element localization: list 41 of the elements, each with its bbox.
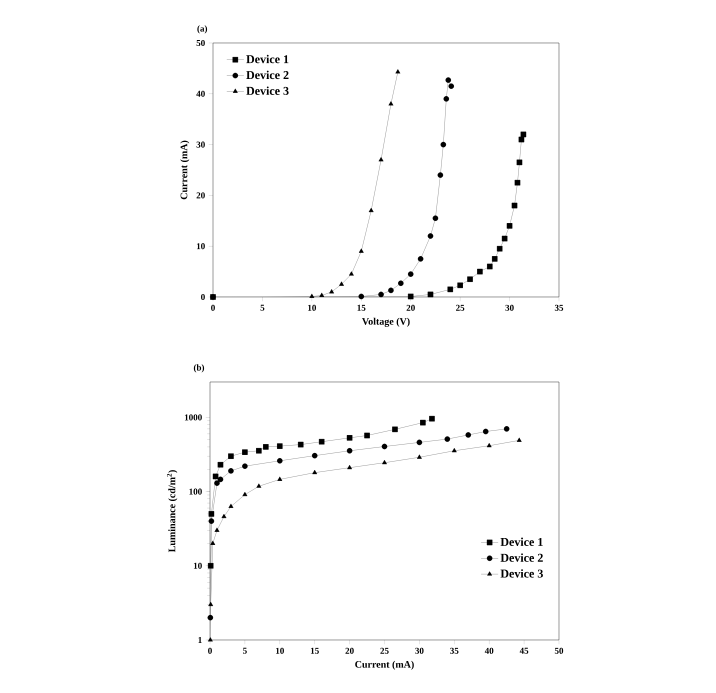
y-axis-title: Luminance (cd/m$^{2}$) bbox=[166, 470, 178, 552]
y-tick-label: 50 bbox=[196, 40, 205, 46]
x-tick-label: 10 bbox=[308, 304, 316, 311]
chart-title: (b) bbox=[194, 364, 204, 372]
y-tick-label: 0 bbox=[201, 294, 205, 300]
legend-label: Device 2 bbox=[246, 70, 289, 80]
legend-label: Device 1 bbox=[246, 54, 288, 64]
legend-label: Device 1 bbox=[500, 538, 543, 546]
x-tick-label: 10 bbox=[276, 648, 284, 654]
y-tick-label: 30 bbox=[196, 142, 205, 148]
x-tick-label: 20 bbox=[406, 304, 415, 311]
x-axis-title: Current (mA) bbox=[355, 660, 414, 670]
y-tick-label: 40 bbox=[196, 90, 205, 97]
x-tick-label: 30 bbox=[415, 648, 424, 654]
y-axis-title: Current (mA) bbox=[180, 140, 190, 200]
x-tick-label: 15 bbox=[358, 304, 366, 311]
y-tick-label: 10 bbox=[194, 562, 202, 569]
x-tick-label: 30 bbox=[505, 304, 514, 311]
x-tick-label: 40 bbox=[484, 648, 494, 654]
x-axis-title: Voltage (V) bbox=[362, 318, 410, 327]
x-tick-label: 20 bbox=[345, 648, 354, 654]
legend-label: Device 2 bbox=[500, 553, 543, 562]
x-tick-label: 5 bbox=[260, 304, 264, 311]
x-tick-label: 0 bbox=[208, 648, 212, 654]
x-tick-label: 15 bbox=[310, 648, 319, 654]
x-tick-label: 35 bbox=[554, 304, 564, 311]
y-tick-label: 1 bbox=[198, 637, 202, 643]
x-tick-label: 5 bbox=[243, 648, 247, 654]
y-tick-label: 20 bbox=[196, 192, 205, 198]
x-tick-label: 25 bbox=[456, 304, 464, 311]
x-tick-label: 50 bbox=[554, 648, 564, 654]
y-tick-label: 1000 bbox=[184, 414, 202, 420]
x-tick-label: 25 bbox=[380, 648, 389, 654]
x-tick-label: 0 bbox=[211, 304, 215, 311]
chart-title: (a) bbox=[197, 25, 208, 34]
y-tick-label: 10 bbox=[196, 243, 205, 250]
x-tick-label: 35 bbox=[450, 648, 458, 654]
legend-label: Device 3 bbox=[246, 86, 289, 95]
y-tick-label: 100 bbox=[189, 488, 202, 495]
x-tick-label: 45 bbox=[520, 648, 528, 654]
legend-label: Device 3 bbox=[500, 569, 543, 578]
